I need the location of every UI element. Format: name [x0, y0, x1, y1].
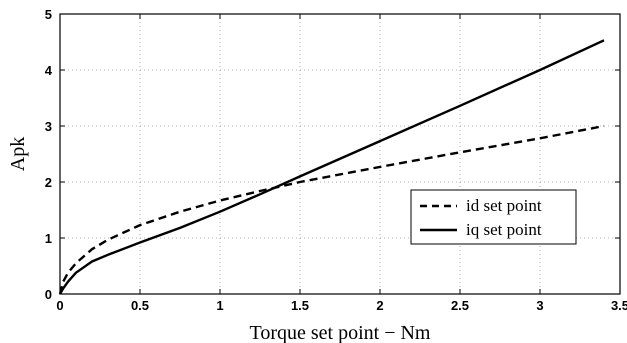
y-tick-label: 2: [45, 175, 52, 190]
x-axis-label: Torque set point − Nm: [250, 322, 431, 343]
series-line-iq-set-point: [58, 39, 605, 295]
x-tick-label: 3.5: [611, 298, 627, 313]
series-group: [58, 39, 605, 295]
x-tick-label: 1: [216, 298, 223, 313]
axis-ticks: 0 0.5 1 1.5 2 2.5 3 3.5 0 1 2 3 4 5: [45, 7, 627, 313]
plot-frame: [59, 13, 621, 295]
legend-label-iq-set-point: iq set point: [466, 220, 542, 239]
legend: id set point iq set point: [410, 189, 577, 245]
x-tick-label: 1.5: [291, 298, 309, 313]
y-tick-label: 3: [45, 119, 52, 134]
x-tick-label: 2.5: [451, 298, 469, 313]
legend-box: [410, 189, 577, 245]
grid: [60, 14, 620, 294]
y-tick-label: 0: [45, 287, 52, 302]
y-tick-label: 1: [45, 231, 52, 246]
x-tick-label: 0: [56, 298, 63, 313]
y-axis-label: Apk: [7, 137, 29, 171]
y-tick-label: 4: [45, 63, 53, 78]
x-tick-label: 2: [376, 298, 383, 313]
legend-label-id-set-point: id set point: [466, 196, 542, 215]
x-tick-label: 3: [536, 298, 543, 313]
series-line-id-set-point: [58, 124, 605, 295]
y-tick-label: 5: [45, 7, 52, 22]
x-tick-label: 0.5: [131, 298, 149, 313]
